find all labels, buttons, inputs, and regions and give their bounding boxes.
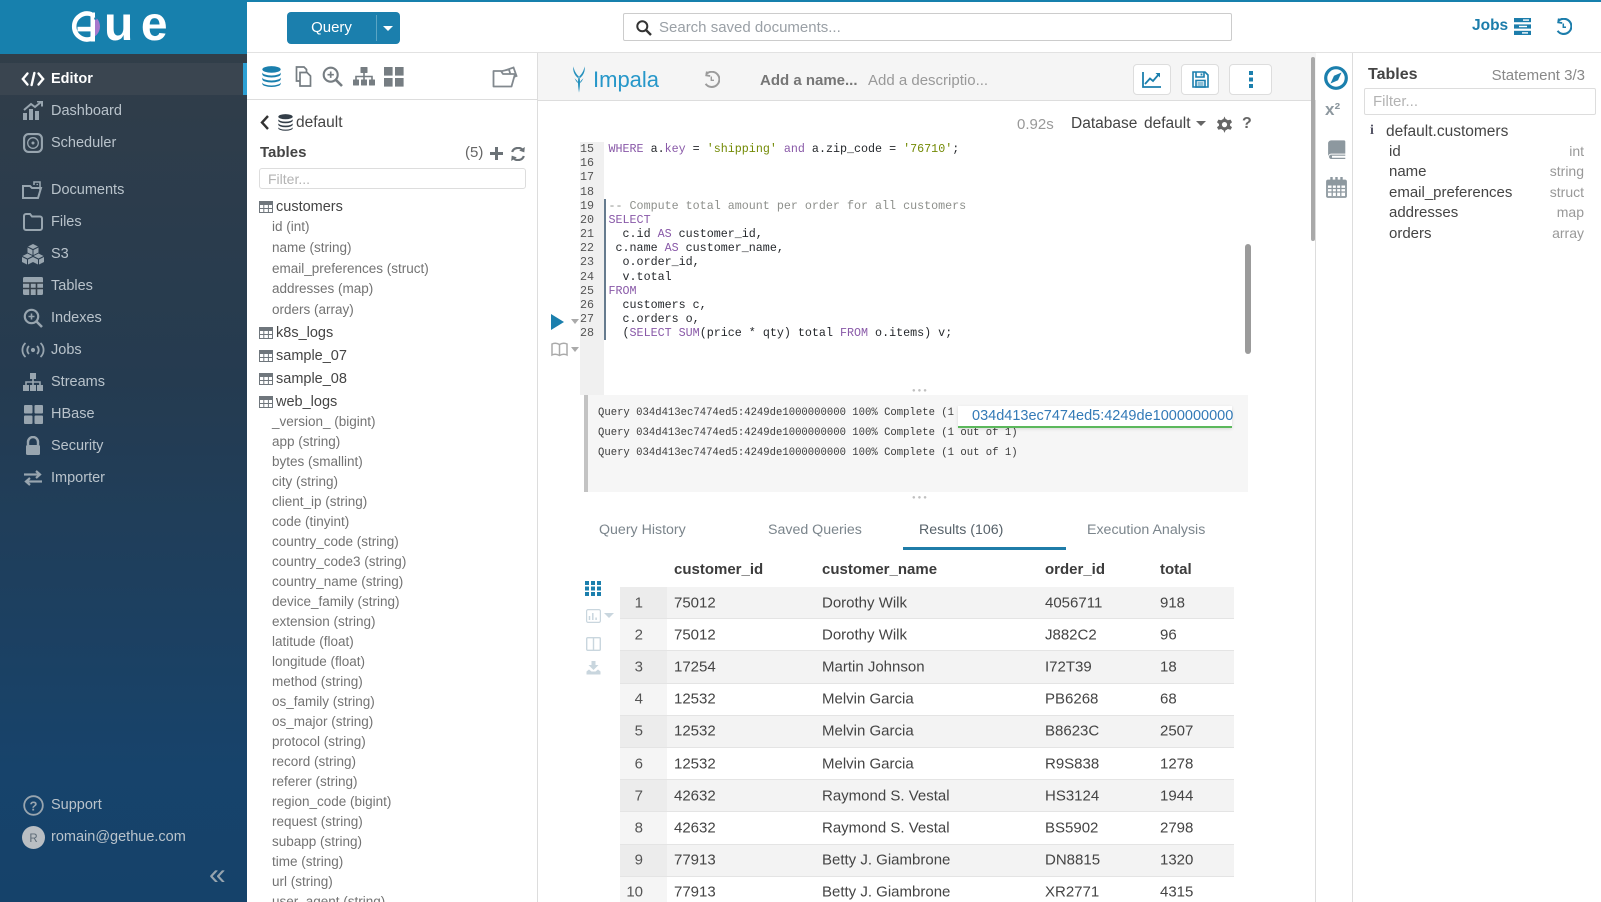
svg-text:ue: ue bbox=[104, 8, 175, 44]
svg-text:?: ? bbox=[29, 798, 37, 813]
svg-text:R: R bbox=[29, 833, 37, 845]
